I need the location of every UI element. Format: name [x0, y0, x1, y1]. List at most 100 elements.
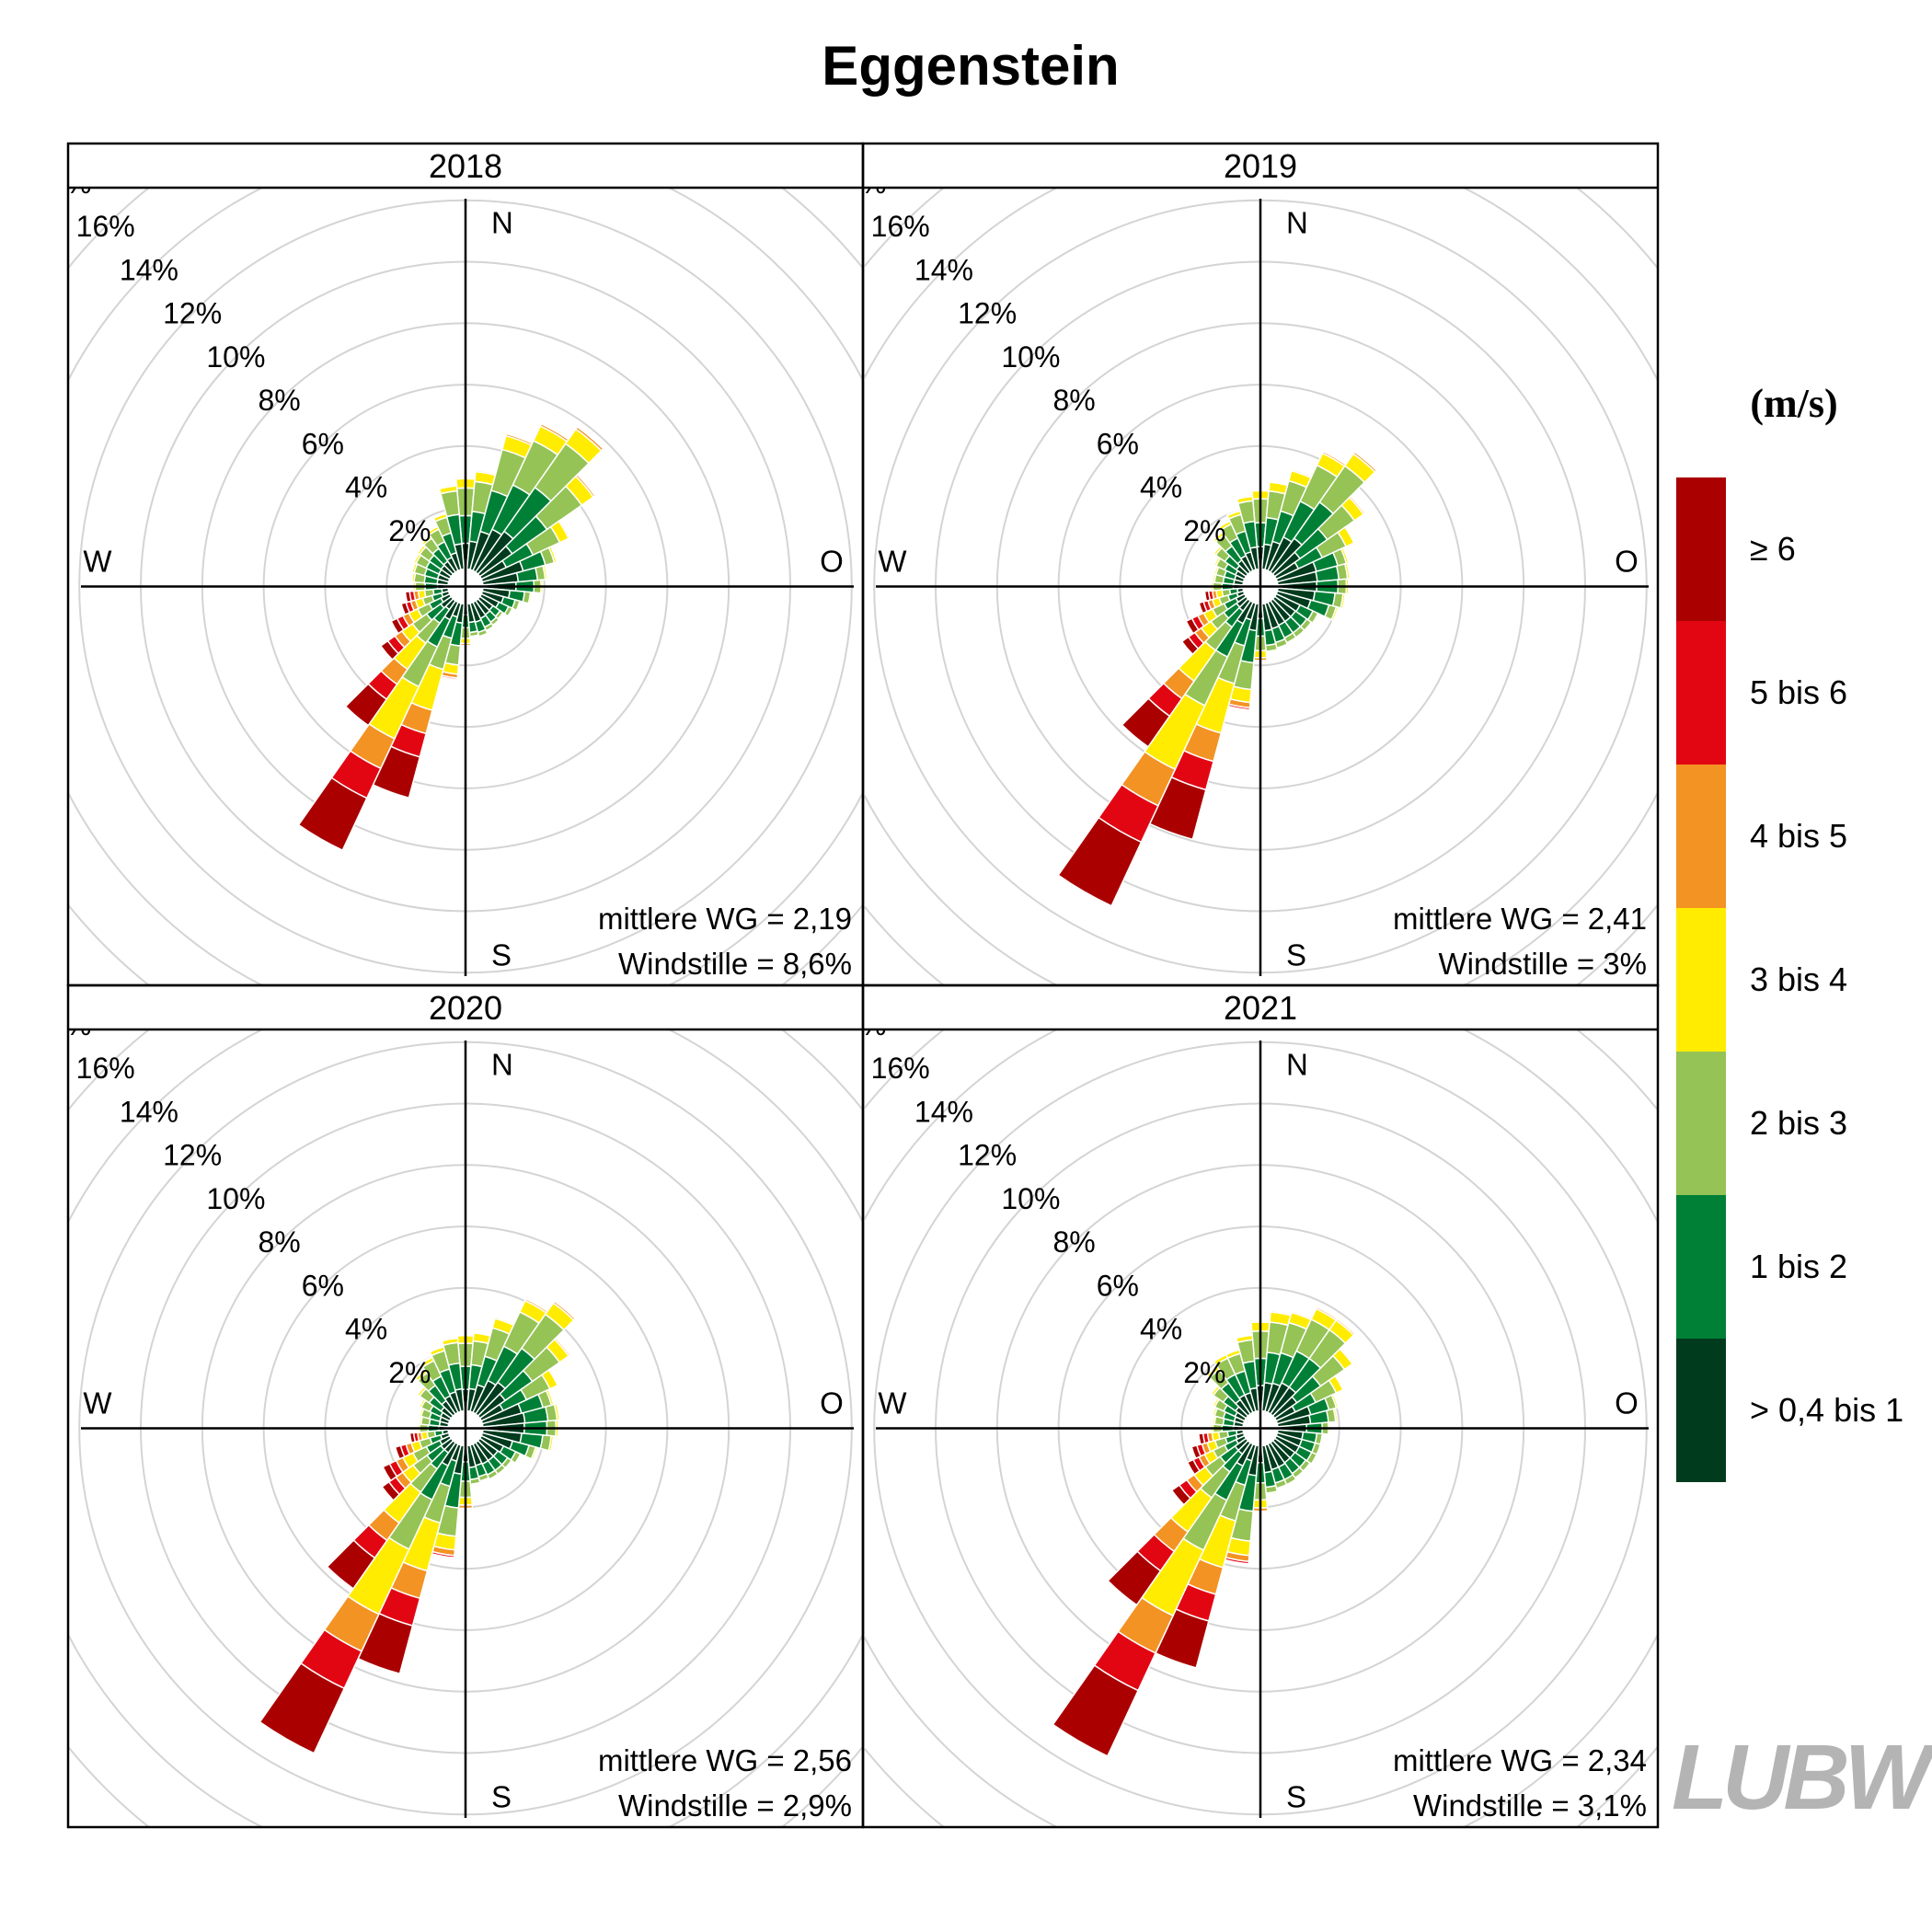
ring-label: 4% — [1140, 1313, 1182, 1346]
bar-130deg — [477, 1437, 514, 1470]
bar-300deg — [1213, 556, 1248, 581]
ring-label: 18% — [827, 167, 886, 200]
bar-segment-class-6 — [381, 1480, 401, 1501]
bar-segment-class-6 — [297, 776, 368, 852]
bar-segment-class-6 — [379, 639, 400, 661]
bar-350deg — [1235, 1333, 1260, 1413]
panel-year-label: 2021 — [1224, 989, 1297, 1027]
bar-40deg — [474, 1299, 577, 1418]
compass-label-north: N — [1286, 206, 1308, 240]
bar-segment-class-3 — [1330, 1393, 1340, 1409]
bar-210deg — [1052, 1442, 1254, 1757]
bar-110deg — [480, 590, 523, 612]
bar-310deg — [416, 1386, 454, 1420]
lubw-logo: LUBW — [1672, 1726, 1932, 1829]
bar-segment-class-3 — [1340, 546, 1350, 565]
bar-40deg — [1269, 1317, 1357, 1418]
ring-label: 14% — [120, 253, 178, 286]
bar-60deg — [1273, 1374, 1346, 1422]
bar-segment-class-6 — [1190, 1444, 1202, 1460]
ring-label: 18% — [827, 1008, 886, 1041]
bar-segment-class-3 — [514, 1453, 523, 1466]
legend-swatch — [1676, 1052, 1726, 1195]
bar-160deg — [468, 601, 489, 638]
bar-segment-class-3 — [1340, 592, 1346, 610]
ring-label: 6% — [1097, 1269, 1139, 1302]
ring-label: 2% — [1183, 1356, 1225, 1389]
bar-110deg — [480, 1432, 538, 1461]
compass-label-west: W — [83, 1386, 112, 1420]
bar-segment-class-6 — [394, 1444, 406, 1460]
bar-290deg — [418, 1407, 451, 1425]
bar-60deg — [1273, 524, 1357, 581]
ring-label: 14% — [914, 1095, 973, 1128]
ring-label: 16% — [76, 1052, 135, 1085]
bar-segment-class-5 — [1336, 1317, 1357, 1335]
bar-80deg — [1276, 562, 1351, 586]
compass-label-south: S — [491, 1780, 512, 1814]
bar-segment-class-5 — [576, 473, 597, 497]
bar-segment-class-5 — [1335, 1374, 1346, 1391]
bar-70deg — [480, 1388, 555, 1425]
ring-label: 10% — [1001, 340, 1060, 374]
mean-wind-speed-label: mittlere WG = 2,19 — [598, 902, 852, 936]
compass-label-east: O — [820, 545, 844, 579]
bar-segment-class-6 — [1180, 636, 1200, 656]
compass-label-south: S — [491, 938, 512, 972]
bar-210deg — [297, 600, 459, 852]
compass-label-south: S — [1286, 1780, 1306, 1814]
ring-label: 2% — [1183, 514, 1225, 547]
bar-segment-class-6 — [259, 1662, 346, 1754]
bar-240deg — [1186, 1434, 1248, 1476]
bar-210deg — [1057, 600, 1254, 907]
bar-350deg — [438, 484, 466, 571]
bar-segment-class-4 — [438, 484, 458, 490]
panel-border — [861, 983, 1660, 1829]
calm-percentage-label: Windstille = 8,6% — [618, 947, 852, 981]
bar-60deg — [478, 1367, 560, 1422]
bar-200deg — [372, 601, 463, 799]
bar-segment-class-6 — [344, 683, 388, 727]
bar-120deg — [478, 592, 515, 618]
wind-bars — [1052, 1305, 1357, 1757]
ring-label: 14% — [914, 253, 973, 286]
bar-240deg — [390, 592, 453, 635]
panel-year-label: 2019 — [1224, 147, 1297, 185]
ring-label: 12% — [958, 1139, 1017, 1172]
compass-label-west: W — [878, 1386, 907, 1420]
legend-swatch — [1676, 1339, 1726, 1482]
bar-160deg — [1264, 1443, 1289, 1491]
ring-label: 4% — [1140, 471, 1182, 504]
legend: (m/s) ≥ 6 5 bis 6 4 bis 5 3 bis 4 2 bis 3 1 b… — [1676, 381, 1903, 1482]
ring-label: 6% — [302, 427, 344, 460]
wind-bars — [297, 421, 605, 852]
bar-220deg — [1121, 597, 1252, 748]
bar-220deg — [326, 1439, 457, 1590]
ring-label: 16% — [871, 1052, 930, 1085]
bar-segment-class-5 — [548, 1367, 560, 1386]
ring-label: 8% — [259, 384, 301, 417]
bar-segment-class-6 — [408, 1432, 417, 1444]
bar-segment-class-6 — [1185, 617, 1200, 635]
compass-label-north: N — [491, 206, 513, 240]
bar-segment-class-3 — [542, 564, 548, 581]
legend-swatch — [1676, 1195, 1726, 1339]
calm-percentage-label: Windstille = 3,1% — [1413, 1788, 1647, 1823]
ring-label: 2% — [388, 1356, 431, 1389]
bar-220deg — [344, 597, 457, 727]
bar-segment-class-3 — [1310, 1454, 1319, 1466]
bar-segment-class-5 — [1340, 1346, 1355, 1364]
bar-segment-class-6 — [1198, 601, 1208, 615]
bar-300deg — [418, 1397, 453, 1422]
bar-segment-class-3 — [553, 1403, 560, 1421]
bar-230deg — [381, 1437, 454, 1501]
bar-40deg — [474, 425, 605, 576]
bar-segment-class-3 — [1330, 605, 1340, 622]
polar-plot: 2%4%6%8% 10% 12% 14% 16% 18% N O S W — [68, 1029, 863, 1827]
bar-segment-class-4 — [441, 1336, 459, 1342]
ring-label: 8% — [1053, 384, 1096, 417]
